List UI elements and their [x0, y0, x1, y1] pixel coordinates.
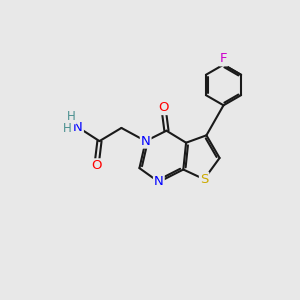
Text: O: O — [91, 159, 102, 172]
Text: N: N — [154, 176, 164, 188]
Text: N: N — [141, 135, 151, 148]
Text: H: H — [67, 110, 76, 123]
Text: H: H — [62, 122, 71, 135]
Text: N: N — [73, 121, 83, 134]
Text: S: S — [200, 173, 208, 186]
Text: O: O — [158, 101, 169, 114]
Text: F: F — [220, 52, 227, 65]
